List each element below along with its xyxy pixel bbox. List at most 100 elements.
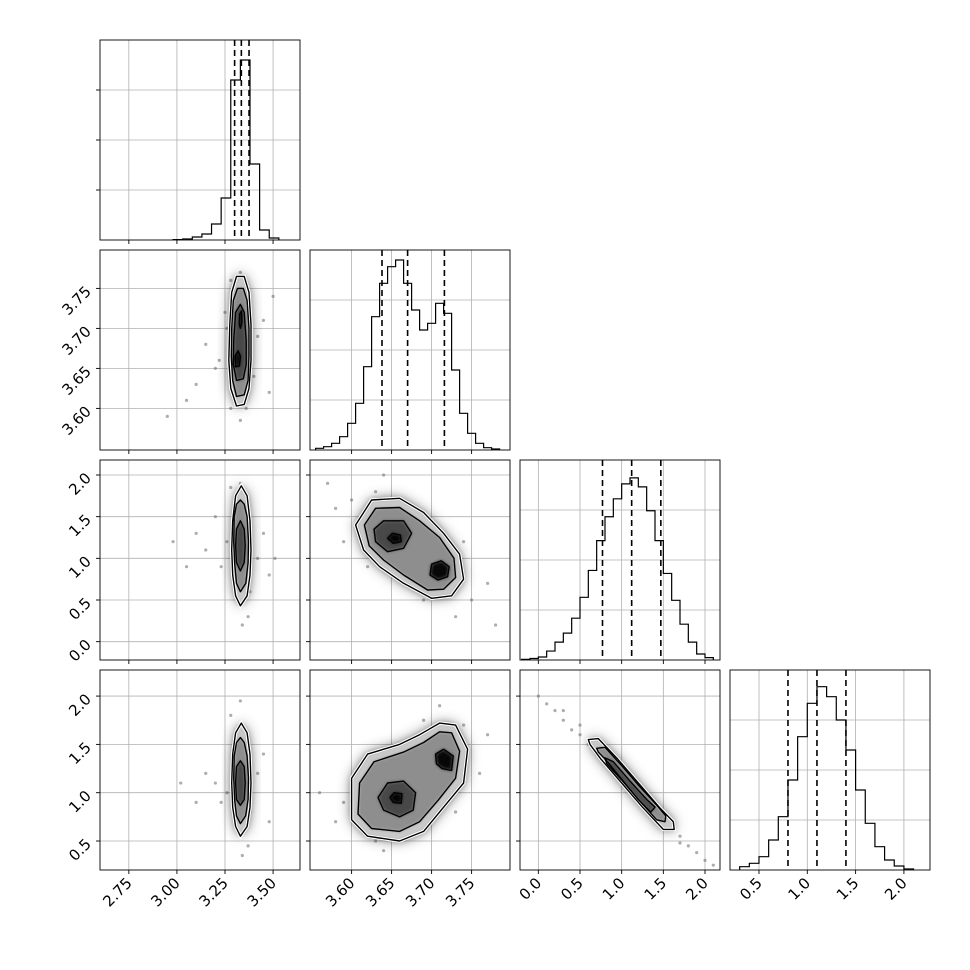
scatter-point	[342, 540, 346, 544]
scatter-point	[219, 565, 223, 569]
x-tick-label: 3.50	[244, 874, 280, 910]
scatter-point	[478, 771, 482, 775]
density-mask	[588, 739, 674, 830]
x-tick-label: 0.0	[516, 874, 546, 904]
density-layer	[165, 270, 275, 422]
scatter-point	[229, 485, 233, 490]
scatter-point	[171, 540, 175, 544]
scatter-point	[246, 615, 250, 619]
scatter-point	[334, 820, 338, 824]
scatter-point	[422, 718, 426, 722]
scatter-point	[194, 800, 198, 804]
scatter-point	[545, 702, 549, 706]
y-tick-label: 1.5	[65, 738, 95, 768]
y-tick-label: 0.0	[65, 636, 95, 666]
scatter-point	[454, 810, 458, 814]
scatter-point	[578, 723, 582, 727]
scatter-point	[219, 800, 223, 804]
contour-line	[233, 736, 250, 825]
contour-line	[354, 497, 465, 599]
scatter-point	[366, 565, 370, 569]
scatter-point	[536, 694, 540, 698]
scatter-point	[204, 771, 208, 775]
scatter-point	[194, 382, 198, 386]
scatter-point	[246, 844, 250, 848]
scatter-point	[184, 398, 189, 402]
x-tick-label: 3.25	[195, 874, 231, 910]
contour-line	[234, 520, 246, 572]
scatter-point	[213, 781, 217, 785]
scatter-point	[486, 733, 490, 737]
density-level-2	[235, 520, 246, 571]
scatter-point	[267, 390, 271, 394]
scatter-point	[238, 699, 242, 703]
scatter-point	[184, 565, 189, 569]
x-tick-label: 1.0	[599, 874, 629, 904]
scatter-point	[438, 704, 442, 708]
y-tick-label: 0.5	[65, 594, 95, 624]
panel-frame	[519, 459, 721, 661]
y-tick-label: 3.65	[58, 363, 94, 399]
scatter-point	[271, 294, 275, 298]
x-tick-label: 3.65	[362, 874, 398, 910]
scatter-point	[256, 556, 260, 560]
scatter-point	[374, 490, 378, 494]
scatter-point	[422, 598, 426, 602]
scatter-panel-1-0: 3.60 3.65 3.70 3.75	[58, 249, 301, 454]
panel-frame	[99, 39, 301, 241]
y-tick-label: 3.70	[58, 323, 94, 359]
contour-line	[232, 303, 247, 382]
contour-line	[389, 792, 403, 804]
scatter-point	[256, 334, 260, 338]
panel-frame	[99, 249, 301, 451]
y-tick-label: 1.0	[65, 787, 95, 817]
x-tick-label: 2.0	[682, 874, 712, 904]
density-level-3	[435, 749, 454, 771]
x-tick-label: 1.5	[833, 874, 863, 904]
scatter-point	[261, 752, 266, 756]
density-layer	[318, 704, 490, 853]
contour-line	[228, 275, 252, 407]
scatter-point	[561, 718, 565, 722]
histogram-step	[739, 686, 915, 870]
contour-line	[233, 499, 250, 593]
scatter-point	[229, 713, 233, 718]
histogram-panel-2	[519, 459, 721, 664]
scatter-point	[261, 531, 266, 535]
histogram-panel-1	[309, 249, 511, 454]
density-layer	[171, 481, 277, 627]
scatter-point	[350, 498, 354, 502]
scatter-point	[229, 406, 233, 410]
scatter-point	[225, 540, 229, 544]
y-tick-label: 2.0	[65, 469, 95, 499]
panel-frame	[309, 669, 511, 871]
scatter-point	[204, 342, 208, 346]
contour-line	[373, 520, 413, 553]
density-level-2	[605, 757, 655, 812]
scatter-point	[256, 771, 260, 775]
scatter-point	[318, 791, 322, 795]
scatter-point	[454, 615, 458, 619]
scatter-point	[273, 556, 277, 560]
scatter-point	[225, 326, 229, 330]
scatter-point	[179, 781, 183, 785]
scatter-point	[238, 418, 242, 422]
scatter-panel-3-0: 2.75 3.00 3.25 3.50 0.5 1.0 1.5 2.0	[65, 669, 301, 910]
scatter-point	[261, 318, 266, 322]
scatter-point	[342, 800, 346, 804]
scatter-point	[223, 310, 227, 314]
scatter-point	[695, 851, 699, 855]
contour-line	[231, 722, 252, 837]
panel-frame	[729, 669, 931, 871]
scatter-point	[244, 406, 248, 410]
scatter-point	[578, 733, 582, 737]
contour-line	[234, 760, 246, 806]
contour-line	[231, 485, 252, 607]
contour-line	[363, 506, 457, 591]
scatter-point	[334, 506, 338, 510]
scatter-point	[240, 623, 244, 627]
scatter-panel-3-1: 3.60 3.65 3.70 3.75	[306, 669, 511, 910]
scatter-point	[240, 853, 244, 858]
y-tick-label: 2.0	[65, 690, 95, 720]
panel-frame	[519, 669, 721, 871]
